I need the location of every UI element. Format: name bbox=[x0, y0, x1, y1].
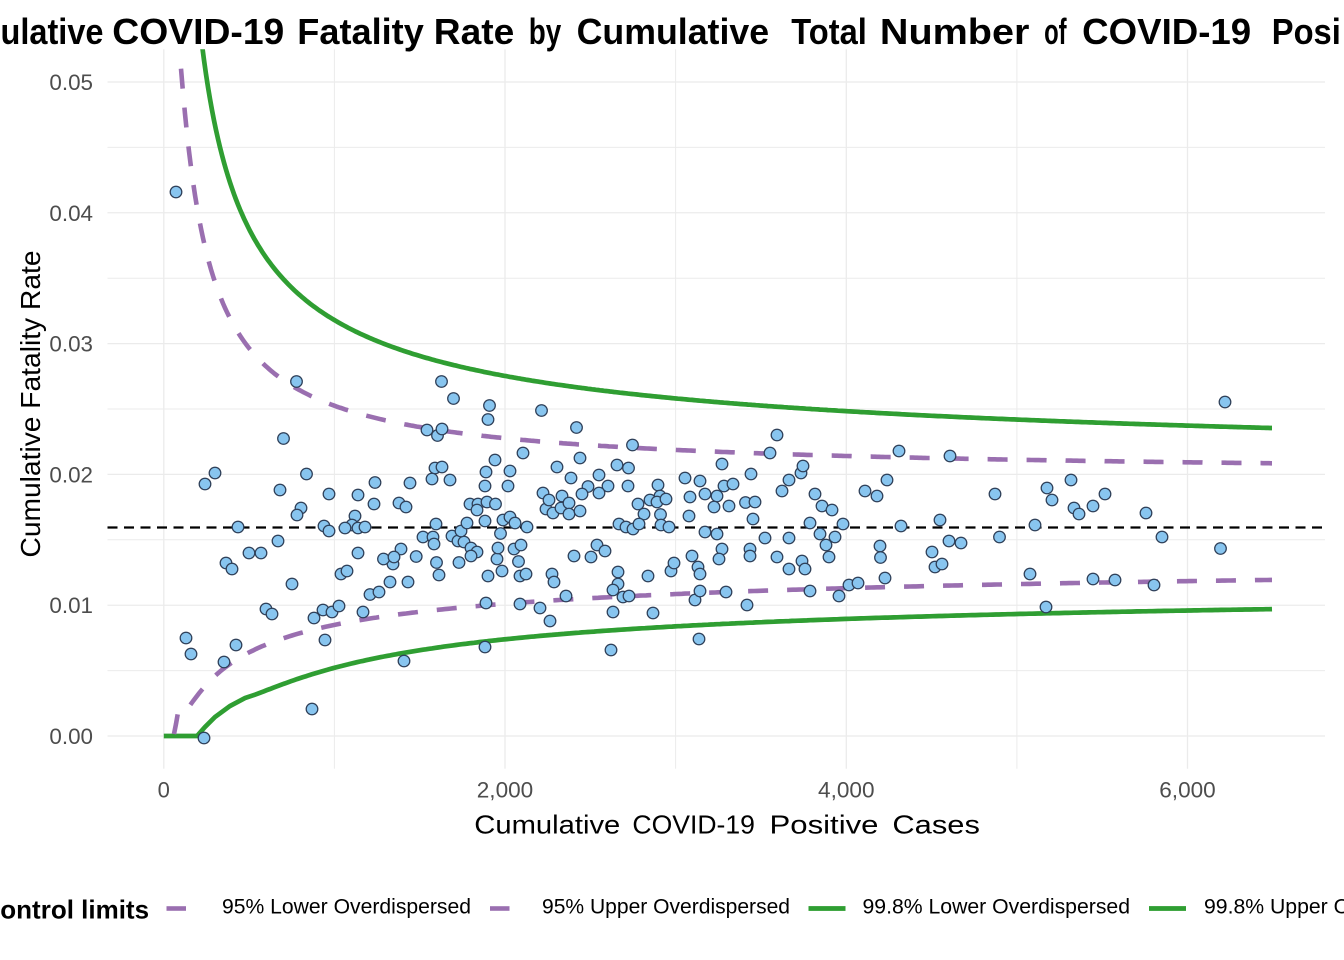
svg-text:Rate: Rate bbox=[434, 11, 515, 52]
svg-text:Positive: Positive bbox=[770, 810, 879, 840]
svg-text:COVID-19: COVID-19 bbox=[632, 810, 755, 840]
svg-text:Control limits: Control limits bbox=[0, 895, 149, 925]
svg-text:by: by bbox=[529, 11, 562, 52]
svg-text:0.03: 0.03 bbox=[49, 332, 93, 357]
svg-text:0: 0 bbox=[158, 778, 170, 803]
svg-text:COVID-19: COVID-19 bbox=[1082, 11, 1251, 52]
svg-text:4,000: 4,000 bbox=[818, 778, 875, 803]
svg-text:0.00: 0.00 bbox=[49, 724, 93, 749]
svg-text:Cases: Cases bbox=[892, 810, 980, 840]
svg-text:Posi: Posi bbox=[1272, 11, 1341, 52]
svg-text:Cumulative: Cumulative bbox=[474, 810, 620, 840]
svg-text:Number: Number bbox=[880, 11, 1030, 52]
svg-text:6,000: 6,000 bbox=[1159, 778, 1216, 803]
svg-text:95% Lower Overdispersed: 95% Lower Overdispersed bbox=[222, 895, 471, 919]
svg-text:Total: Total bbox=[791, 11, 867, 52]
svg-text:0.01: 0.01 bbox=[49, 593, 93, 618]
svg-text:0.05: 0.05 bbox=[49, 70, 93, 95]
svg-text:Cumulative: Cumulative bbox=[577, 11, 770, 52]
svg-text:ulative: ulative bbox=[1, 11, 104, 52]
svg-text:2,000: 2,000 bbox=[477, 778, 534, 803]
svg-text:99.8% Upper Overdispersed: 99.8% Upper Overdispersed bbox=[1204, 895, 1344, 919]
svg-text:Cumulative Fatality Rate: Cumulative Fatality Rate bbox=[15, 251, 46, 558]
svg-text:0.02: 0.02 bbox=[49, 462, 93, 487]
svg-text:95% Upper Overdispersed: 95% Upper Overdispersed bbox=[542, 895, 790, 919]
svg-text:COVID-19: COVID-19 bbox=[112, 11, 284, 52]
svg-text:99.8% Lower Overdispersed: 99.8% Lower Overdispersed bbox=[863, 895, 1131, 919]
svg-text:Fatality: Fatality bbox=[297, 11, 424, 52]
svg-text:0.04: 0.04 bbox=[49, 201, 93, 226]
svg-text:of: of bbox=[1044, 11, 1067, 52]
